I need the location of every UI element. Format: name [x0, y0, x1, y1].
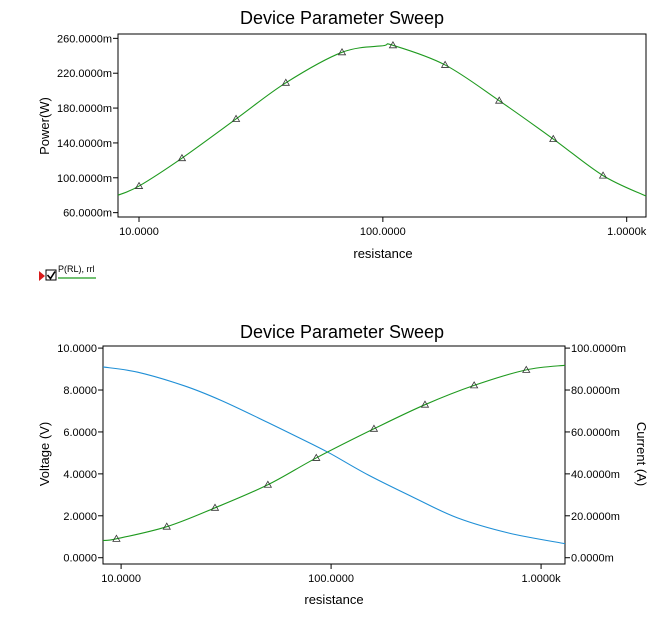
y2-tick-label: 40.0000m	[571, 469, 620, 481]
chart1-x-ticks: 10.0000 100.0000 1.0000k	[119, 217, 647, 238]
series-marker	[210, 503, 220, 511]
y-tick-label: 4.0000	[63, 469, 97, 481]
series-marker	[281, 78, 291, 86]
y-tick-label: 260.0000m	[57, 33, 112, 45]
y-tick-label: 180.0000m	[57, 103, 112, 115]
series-marker	[231, 114, 241, 122]
chart2-x-axis-label: resistance	[304, 592, 363, 607]
series-marker	[177, 153, 187, 162]
chart2-title: Device Parameter Sweep	[240, 322, 444, 342]
power-chart: Device Parameter Sweep 60.0000m 100.0000m…	[37, 8, 647, 261]
y-tick-label: 220.0000m	[57, 68, 112, 80]
y2-tick-label: 80.0000m	[571, 385, 620, 397]
y-tick-label: 0.0000	[63, 553, 97, 565]
y-tick-label: 100.0000m	[57, 173, 112, 185]
y-tick-label: 140.0000m	[57, 138, 112, 150]
x-tick-label: 1.0000k	[607, 226, 647, 238]
chart1-y-ticks: 60.0000m 100.0000m 140.0000m 180.0000m 220.0…	[57, 33, 118, 220]
series-marker	[134, 181, 144, 189]
legend-label: P(RL), rrl	[58, 264, 95, 274]
chart2-y-axis-label: Voltage (V)	[37, 422, 52, 486]
chart1-x-axis-label: resistance	[353, 246, 412, 261]
chart2-series	[102, 364, 566, 545]
voltage-current-chart: Device Parameter Sweep 0.0000 2.0000 4.000…	[37, 322, 649, 607]
chart2-x-ticks: 10.0000 100.0000 1.0000k	[101, 564, 561, 585]
series-marker	[522, 365, 531, 373]
series-marker	[440, 60, 450, 68]
checkmark-icon	[46, 271, 56, 280]
series-line-0	[117, 43, 647, 197]
series-marker	[549, 134, 558, 142]
series-marker	[312, 453, 321, 461]
y2-tick-label: 100.0000m	[571, 343, 626, 355]
series-marker	[369, 424, 379, 432]
chart2-y2-axis-label: Current (A)	[634, 422, 649, 486]
chart1-legend: P(RL), rrl	[39, 264, 96, 281]
chart2-y-ticks: 0.0000 2.0000 4.0000 6.0000 8.0000 10.0000	[57, 343, 103, 565]
series-marker	[337, 48, 347, 56]
series-marker	[469, 381, 479, 389]
chart1-y-axis-label: Power(W)	[37, 97, 52, 155]
legend-expand-icon[interactable]	[39, 271, 45, 281]
y-tick-label: 60.0000m	[63, 208, 112, 220]
y-tick-label: 10.0000	[57, 343, 97, 355]
chart1-series	[117, 41, 647, 197]
series-marker	[162, 522, 171, 530]
x-tick-label: 100.0000	[360, 226, 406, 238]
series-marker	[420, 400, 430, 408]
y-tick-label: 8.0000	[63, 385, 97, 397]
chart1-title: Device Parameter Sweep	[240, 8, 444, 28]
series-marker	[112, 534, 121, 542]
series-line-0	[102, 366, 566, 545]
x-tick-label: 10.0000	[101, 573, 141, 585]
x-tick-label: 10.0000	[119, 226, 159, 238]
y2-tick-label: 20.0000m	[571, 511, 620, 523]
series-line-1	[102, 364, 566, 542]
x-tick-label: 100.0000	[308, 573, 354, 585]
y-tick-label: 2.0000	[63, 511, 97, 523]
y-tick-label: 6.0000	[63, 427, 97, 439]
series-marker	[598, 171, 608, 179]
legend-checkbox[interactable]	[45, 269, 57, 281]
chart1-plot-area[interactable]	[117, 33, 647, 218]
y2-tick-label: 60.0000m	[571, 427, 620, 439]
series-marker	[494, 96, 504, 104]
series-marker	[388, 41, 398, 49]
chart2-y2-ticks: 0.0000m 20.0000m 40.0000m 60.0000m 80.0000m 1…	[565, 343, 626, 565]
series-marker	[263, 480, 273, 488]
x-tick-label: 1.0000k	[521, 573, 561, 585]
y2-tick-label: 0.0000m	[571, 553, 614, 565]
